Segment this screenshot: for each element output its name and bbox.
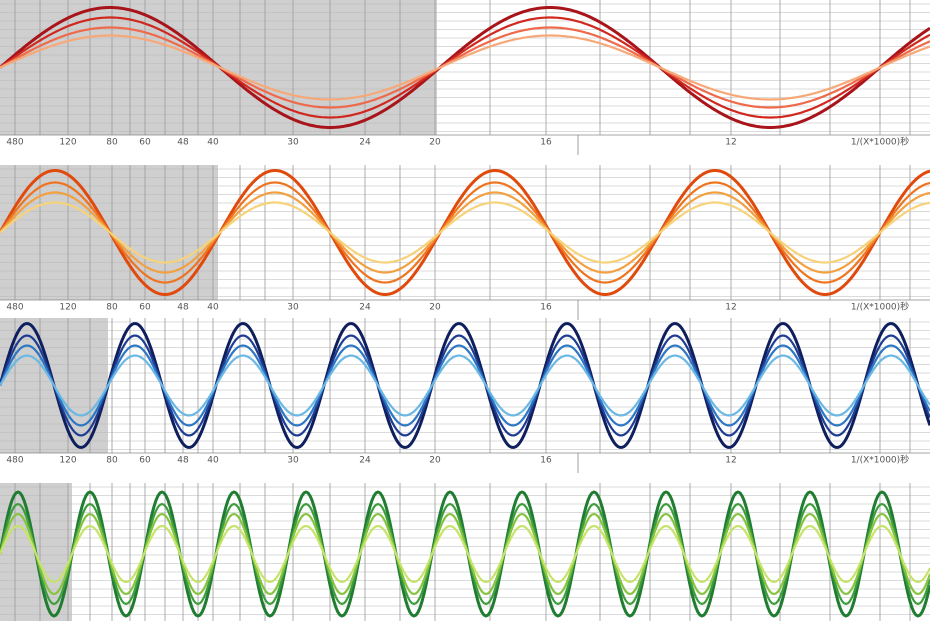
scale-label: 48 (177, 138, 189, 148)
wave (0, 344, 930, 427)
scale-label: 48 (177, 456, 189, 466)
wave (0, 201, 930, 264)
scale-label: 120 (59, 456, 76, 466)
wave (0, 26, 930, 109)
scale-label: 80 (106, 303, 118, 313)
scale-label: 12 (725, 138, 736, 148)
scale-label: 30 (287, 138, 299, 148)
scale-label: 30 (287, 456, 299, 466)
scale-label: 48 (177, 303, 189, 313)
scale-label: 20 (429, 456, 441, 466)
scale-label: 480 (6, 303, 23, 313)
scale-label: 120 (59, 303, 76, 313)
wave (0, 191, 930, 274)
scale-label: 40 (207, 456, 219, 466)
scale-label: 24 (359, 303, 371, 313)
scale-label: 60 (139, 138, 151, 148)
scale-label: 24 (359, 456, 371, 466)
scale-label: 60 (139, 456, 151, 466)
scale-label: 480 (6, 456, 23, 466)
scale-label: 1/(X*1000)秒 (851, 136, 909, 148)
scale-label: 12 (725, 303, 736, 313)
wave (0, 334, 930, 437)
scale-label: 30 (287, 303, 299, 313)
scale-label: 16 (540, 456, 552, 466)
wave (0, 322, 930, 449)
scale-label: 60 (139, 303, 151, 313)
wave (0, 34, 930, 101)
scale-label: 80 (106, 138, 118, 148)
scale-label: 12 (725, 456, 736, 466)
wave (0, 16, 930, 119)
scale-label: 480 (6, 138, 23, 148)
scale-label: 120 (59, 138, 76, 148)
scale-label: 80 (106, 456, 118, 466)
scale-label: 16 (540, 138, 552, 148)
wave (0, 354, 930, 417)
scale-label: 24 (359, 138, 371, 148)
scale-label: 40 (207, 138, 219, 148)
wave (0, 512, 930, 596)
scale-label: 1/(X*1000)秒 (851, 301, 909, 313)
scale-label: 40 (207, 303, 219, 313)
wave (0, 524, 930, 584)
wave (0, 6, 930, 129)
scale-label: 20 (429, 303, 441, 313)
scale-label: 1/(X*1000)秒 (851, 454, 909, 466)
scale-label: 16 (540, 303, 552, 313)
scale-label: 20 (429, 138, 441, 148)
